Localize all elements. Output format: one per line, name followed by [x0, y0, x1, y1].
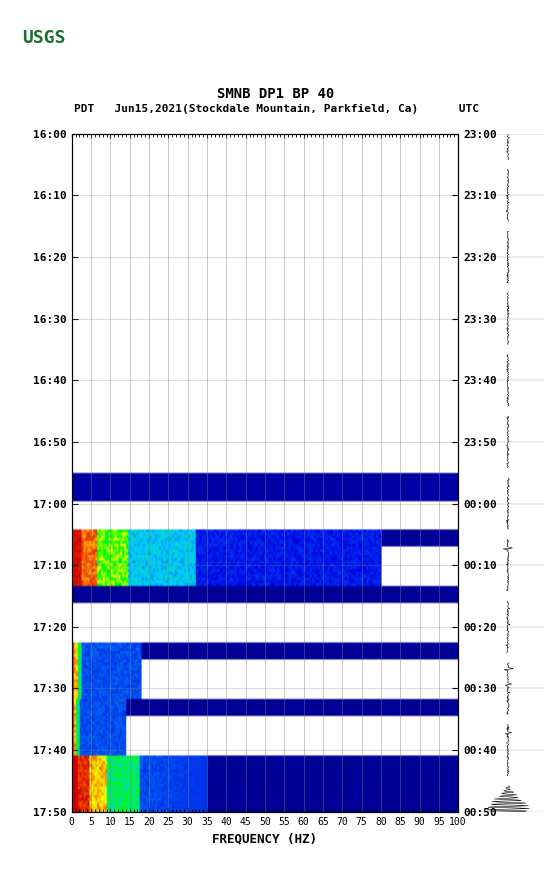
Text: USGS: USGS — [22, 29, 66, 46]
Text: SMNB DP1 BP 40: SMNB DP1 BP 40 — [217, 87, 335, 101]
Text: PDT   Jun15,2021(Stockdale Mountain, Parkfield, Ca)      UTC: PDT Jun15,2021(Stockdale Mountain, Parkf… — [73, 103, 479, 114]
X-axis label: FREQUENCY (HZ): FREQUENCY (HZ) — [213, 832, 317, 845]
